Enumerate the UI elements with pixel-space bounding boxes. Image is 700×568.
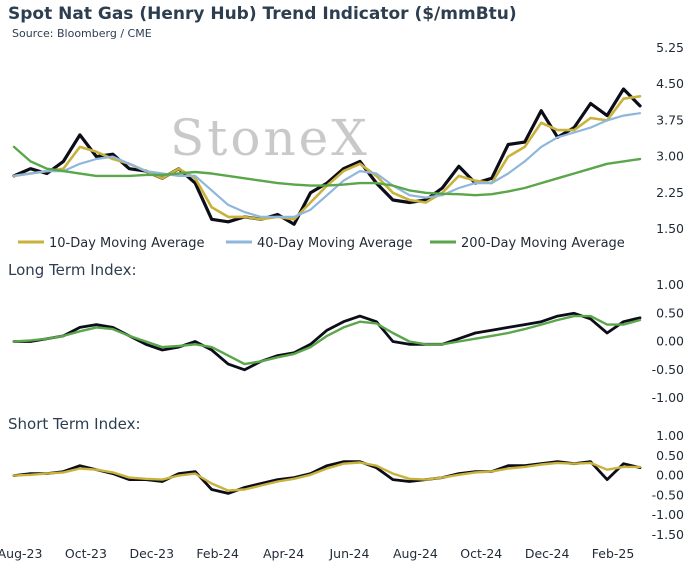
- series-line-short-term-index: [12, 460, 642, 495]
- series-line-short-term-trend: [12, 461, 642, 492]
- y-tick-label: -0.50: [652, 362, 684, 377]
- series-line-200-day-moving-average: [12, 145, 642, 197]
- y-tick-label: 1.50: [656, 221, 684, 236]
- x-tick-label: Oct-24: [460, 546, 502, 561]
- y-tick-label: 3.00: [656, 149, 684, 164]
- y-tick-label: 5.25: [656, 40, 684, 55]
- series-line-40-day-moving-average: [12, 112, 642, 218]
- series-line-long-term-index: [12, 311, 642, 372]
- long-term-index-label: Long Term Index:: [8, 261, 137, 279]
- x-tick-label: Feb-24: [196, 546, 239, 561]
- y-tick-label: -1.50: [652, 527, 684, 542]
- y-tick-label: 0.00: [656, 468, 684, 483]
- x-tick-label: Dec-24: [525, 546, 570, 561]
- x-tick-label: Apr-24: [263, 546, 304, 561]
- chart-title: Spot Nat Gas (Henry Hub) Trend Indicator…: [8, 4, 517, 24]
- y-tick-label: 2.25: [656, 185, 684, 200]
- series-line-long-term-trend: [12, 314, 642, 366]
- x-tick-label: Aug-23: [0, 546, 42, 561]
- stonex-watermark: StoneX: [170, 109, 370, 167]
- legend-item-label: 10-Day Moving Average: [49, 236, 205, 251]
- y-tick-label: 0.50: [656, 305, 684, 320]
- legend-item-label: 40-Day Moving Average: [257, 236, 413, 251]
- short-term-index-label: Short Term Index:: [8, 415, 141, 433]
- long-term-index-panel: Long Term Index: 1.00 0.50 0.00 -0.50 -1.00: [8, 261, 684, 405]
- x-tick-label: Feb-25: [592, 546, 635, 561]
- y-tick-label: 0.00: [656, 334, 684, 349]
- x-axis: Aug-23 Oct-23 Dec-23 Feb-24 Apr-24 Jun-24 Aug-…: [0, 546, 634, 561]
- legend-item-label: 200-Day Moving Average: [461, 236, 625, 251]
- x-tick-label: Dec-23: [129, 546, 174, 561]
- y-tick-label: 3.75: [656, 112, 684, 127]
- price-panel: StoneX 5.25 4.50 3.75 3.00 2.25 1.50: [12, 40, 684, 236]
- y-tick-label: 1.00: [656, 428, 684, 443]
- chart-subtitle: Source: Bloomberg / CME: [12, 27, 152, 40]
- y-tick-label: -1.00: [652, 507, 684, 522]
- y-tick-label: 1.00: [656, 277, 684, 292]
- short-term-index-panel: Short Term Index: 1.00 0.50 0.00 -0.50 -1.00…: [8, 415, 684, 542]
- x-tick-label: Oct-23: [65, 546, 107, 561]
- y-tick-label: 0.50: [656, 448, 684, 463]
- y-tick-label: -1.00: [652, 390, 684, 405]
- price-legend: 10-Day Moving Average 40-Day Moving Avera…: [18, 236, 625, 251]
- y-tick-label: -0.50: [652, 487, 684, 502]
- x-tick-label: Jun-24: [328, 546, 369, 561]
- y-tick-label: 4.50: [656, 76, 684, 91]
- x-tick-label: Aug-24: [393, 546, 438, 561]
